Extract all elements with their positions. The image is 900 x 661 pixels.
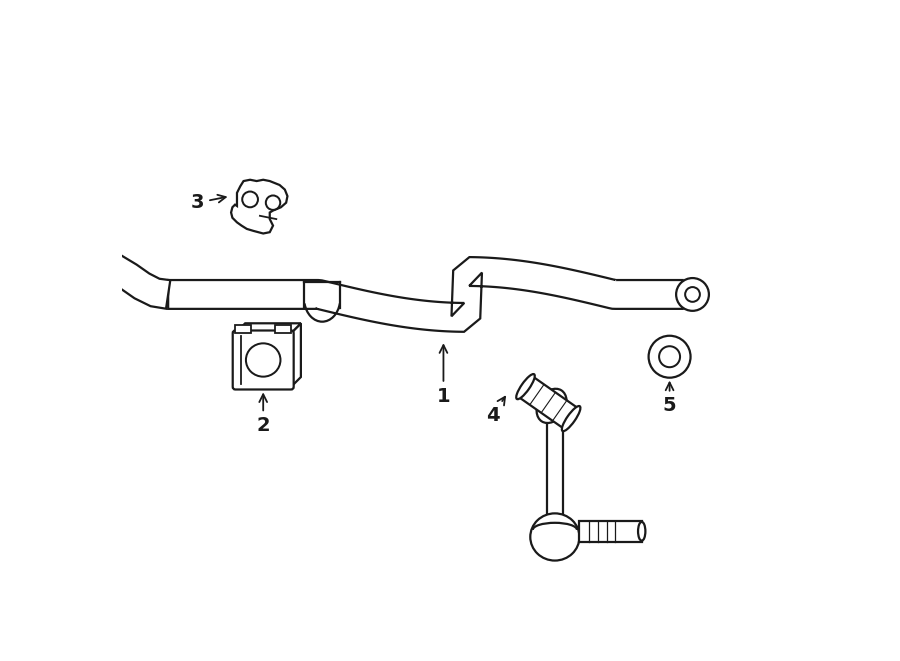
- Ellipse shape: [530, 514, 580, 561]
- Circle shape: [685, 287, 700, 302]
- Polygon shape: [291, 323, 301, 387]
- Text: 3: 3: [191, 193, 226, 212]
- Bar: [275, 325, 291, 333]
- Circle shape: [266, 196, 280, 210]
- Circle shape: [649, 336, 690, 377]
- Bar: [548, 361, 580, 409]
- Polygon shape: [518, 376, 579, 429]
- Circle shape: [676, 278, 709, 311]
- FancyBboxPatch shape: [233, 330, 293, 389]
- Ellipse shape: [638, 522, 645, 541]
- Polygon shape: [168, 257, 683, 332]
- Circle shape: [242, 192, 258, 208]
- Text: 1: 1: [436, 345, 450, 406]
- Ellipse shape: [562, 406, 580, 431]
- Polygon shape: [231, 180, 287, 233]
- Circle shape: [659, 346, 680, 368]
- Text: 2: 2: [256, 395, 270, 435]
- Polygon shape: [102, 253, 170, 309]
- Ellipse shape: [536, 389, 567, 423]
- Bar: [580, 521, 642, 542]
- Ellipse shape: [517, 374, 535, 399]
- Ellipse shape: [246, 343, 281, 377]
- Text: 4: 4: [486, 397, 505, 425]
- Bar: [235, 325, 251, 333]
- Polygon shape: [235, 323, 301, 333]
- Text: 5: 5: [662, 383, 677, 415]
